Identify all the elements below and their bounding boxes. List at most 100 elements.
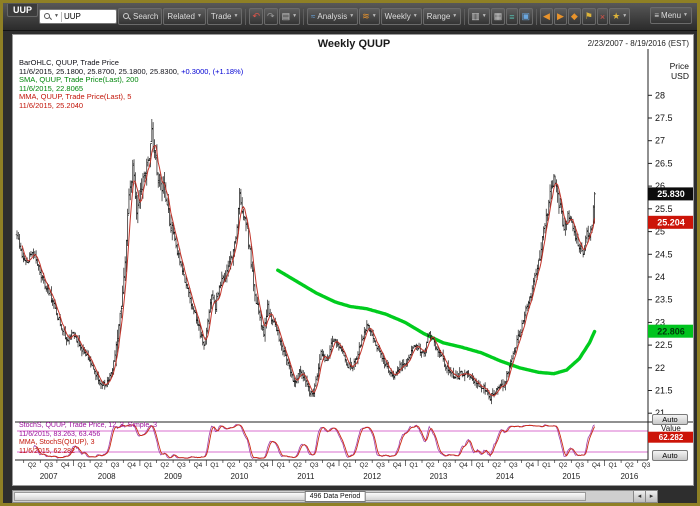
- range-dropdown[interactable]: Range ▼: [422, 8, 462, 25]
- trade-dropdown[interactable]: Trade ▼: [206, 8, 243, 25]
- x-axis-quarter-label: Q1: [409, 462, 419, 469]
- x-axis-quarter-label: Q2: [425, 462, 435, 469]
- x-axis-quarter-label: Q3: [177, 462, 186, 469]
- x-axis-quarter-label: Q2: [625, 462, 634, 469]
- stoch-value-tag-text: 62.282: [659, 433, 684, 442]
- x-axis-year-label: 2016: [620, 472, 639, 481]
- x-axis-quarter-label: Q4: [326, 462, 336, 469]
- x-axis-quarter-label: Q1: [276, 462, 286, 469]
- price-tick-label: 24.5: [655, 249, 673, 259]
- flag-button[interactable]: ⚑: [581, 8, 596, 25]
- search-button-label: Search: [133, 12, 159, 21]
- settings-button[interactable]: ≡: [506, 8, 518, 25]
- undo-icon: ↶: [252, 11, 261, 21]
- chevron-down-icon: ▼: [196, 13, 202, 19]
- x-axis-quarter-label: Q4: [392, 462, 402, 469]
- chevron-down-icon: ▼: [233, 13, 239, 19]
- chart-canvas[interactable]: 28 27.5 27 26.5 26 25.5 25 24.5 24 23.5 23 22.5 22 21…: [13, 35, 694, 486]
- arrow-right-icon: ▶: [556, 11, 564, 21]
- scroll-left-button[interactable]: ◂: [633, 491, 645, 502]
- price-tick-label: 27: [655, 136, 665, 146]
- main-chart-legend: BarOHLC, QUUP, Trade Price 11/6/2015, 25…: [19, 58, 243, 110]
- related-dropdown[interactable]: Related ▼: [163, 8, 206, 25]
- x-axis-year-label: 2007: [39, 472, 58, 481]
- stoch-mma-value: 11/6/2015, 62.282: [19, 447, 75, 455]
- x-axis-years: 2007 2008 2009 2010 2011 2012 2013 2014 2015 2016: [13, 472, 693, 483]
- star-icon: ★: [612, 11, 621, 21]
- x-axis-quarter-label: Q4: [193, 462, 203, 469]
- interval-dropdown[interactable]: Weekly ▼: [380, 8, 422, 25]
- step-back-button[interactable]: ◀: [540, 8, 553, 25]
- arrow-left-icon: ◀: [543, 11, 550, 21]
- menu-icon: ≡: [654, 11, 660, 20]
- search-button[interactable]: Search: [118, 8, 163, 25]
- step-forward-button[interactable]: ▶: [553, 8, 567, 25]
- stoch-values: 11/6/2015, 83.263, 63.456: [19, 430, 101, 438]
- window-icon: ▣: [521, 11, 531, 21]
- last-price-tag-text: 25.830: [657, 189, 685, 199]
- value-axis-auto-button[interactable]: Auto: [652, 450, 688, 461]
- clear-button[interactable]: ×: [596, 8, 609, 25]
- x-axis-quarter-label: Q4: [525, 462, 535, 469]
- wave-icon: ≈: [311, 12, 316, 21]
- scroll-right-button[interactable]: ▸: [645, 491, 657, 502]
- sliders-icon: ≡: [509, 11, 515, 22]
- symbol-input[interactable]: ▼ UUP: [39, 9, 118, 24]
- price-tick-label: 21: [655, 408, 665, 418]
- indicators-dropdown[interactable]: ≋ ▼: [359, 8, 380, 25]
- price-tick-label: 26.5: [655, 158, 673, 168]
- x-axis-quarter-label: Q2: [27, 462, 37, 469]
- x-axis-quarter-label: Q2: [94, 462, 103, 469]
- price-tick-label: 24: [655, 272, 665, 282]
- stoch-value-tag: [648, 431, 693, 443]
- chevron-down-icon: ▼: [683, 12, 688, 18]
- stoch-mma-line: [35, 424, 596, 459]
- candlestick-icon: ▥: [471, 11, 480, 21]
- price-tick-label: 22: [655, 363, 665, 373]
- x-axis-year-label: 2011: [297, 472, 315, 481]
- grid-button[interactable]: ▦: [490, 8, 506, 25]
- x-axis-quarter-label: Q3: [110, 462, 120, 469]
- x-axis-ticks: [23, 460, 639, 466]
- price-axis-title-line1: Price: [669, 61, 689, 71]
- price-axis-title-line2: USD: [671, 71, 689, 81]
- flag-icon: ⚑: [584, 11, 593, 21]
- analysis-label: Analysis: [317, 12, 348, 21]
- toolbar-separator: [245, 8, 247, 25]
- x-axis-quarter-label: Q4: [591, 462, 601, 469]
- date-range-label: 2/23/2007 - 8/19/2016 (EST): [587, 39, 689, 48]
- menu-button[interactable]: ≡ Menu ▼: [650, 7, 692, 24]
- redo-icon: ↷: [267, 11, 275, 21]
- x-axis-quarter-label: Q2: [160, 462, 170, 469]
- undo-button[interactable]: ↶: [249, 8, 264, 25]
- price-tick-label: 27.5: [655, 113, 673, 123]
- price-tick-label: 23: [655, 317, 665, 327]
- horizontal-scrollbar[interactable]: 496 Data Period ◂ ▸: [12, 490, 658, 503]
- mma-price-tag-text: 25.204: [657, 218, 685, 228]
- x-axis-quarter-label: Q1: [143, 462, 153, 469]
- candlestick-style-dropdown[interactable]: ▥ ▼: [468, 8, 490, 25]
- chart-type-dropdown[interactable]: ▤ ▼: [278, 8, 301, 25]
- new-window-button[interactable]: ▣: [518, 8, 534, 25]
- x-axis-quarter-label: Q2: [226, 462, 236, 469]
- price-tick-label: 28: [655, 90, 665, 100]
- toolbar-separator: [303, 8, 305, 25]
- scrollbar-thumb[interactable]: [14, 492, 586, 501]
- redo-button[interactable]: ↷: [264, 8, 278, 25]
- x-axis-year-label: 2008: [97, 472, 116, 481]
- chevron-down-icon[interactable]: ▼: [54, 13, 59, 19]
- toolbar: UUP ▼ UUP Search Related ▼ Trade ▼ ↶ ↷ ▤…: [3, 3, 697, 31]
- chevron-down-icon: ▼: [371, 13, 377, 19]
- last-price-tag: [648, 187, 693, 201]
- grid-icon: ▦: [493, 11, 503, 21]
- x-axis-quarter-label: Q3: [508, 462, 518, 469]
- x-axis-quarter-label: Q1: [475, 462, 485, 469]
- marker-button[interactable]: ◆: [567, 8, 581, 25]
- analysis-dropdown[interactable]: ≈ Analysis ▼: [307, 8, 359, 25]
- legend-ohlc-label: BarOHLC, QUUP, Trade Price: [19, 58, 119, 67]
- symbol-tab[interactable]: UUP: [7, 4, 39, 17]
- favorites-dropdown[interactable]: ★ ▼: [609, 8, 631, 25]
- chevron-down-icon: ▼: [481, 13, 487, 19]
- scrollbar-buttons: ◂ ▸: [633, 491, 657, 502]
- price-axis-auto-button[interactable]: Auto: [652, 414, 688, 425]
